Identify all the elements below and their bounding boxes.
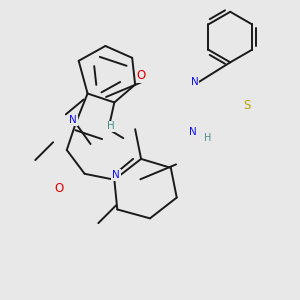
Text: N: N	[69, 115, 77, 125]
Text: O: O	[136, 69, 146, 82]
Text: O: O	[55, 182, 64, 195]
Text: N: N	[191, 76, 199, 87]
Text: N: N	[112, 170, 120, 180]
Text: N: N	[189, 127, 197, 137]
Text: H: H	[204, 133, 211, 143]
Text: S: S	[243, 99, 250, 112]
Text: H: H	[107, 121, 115, 131]
